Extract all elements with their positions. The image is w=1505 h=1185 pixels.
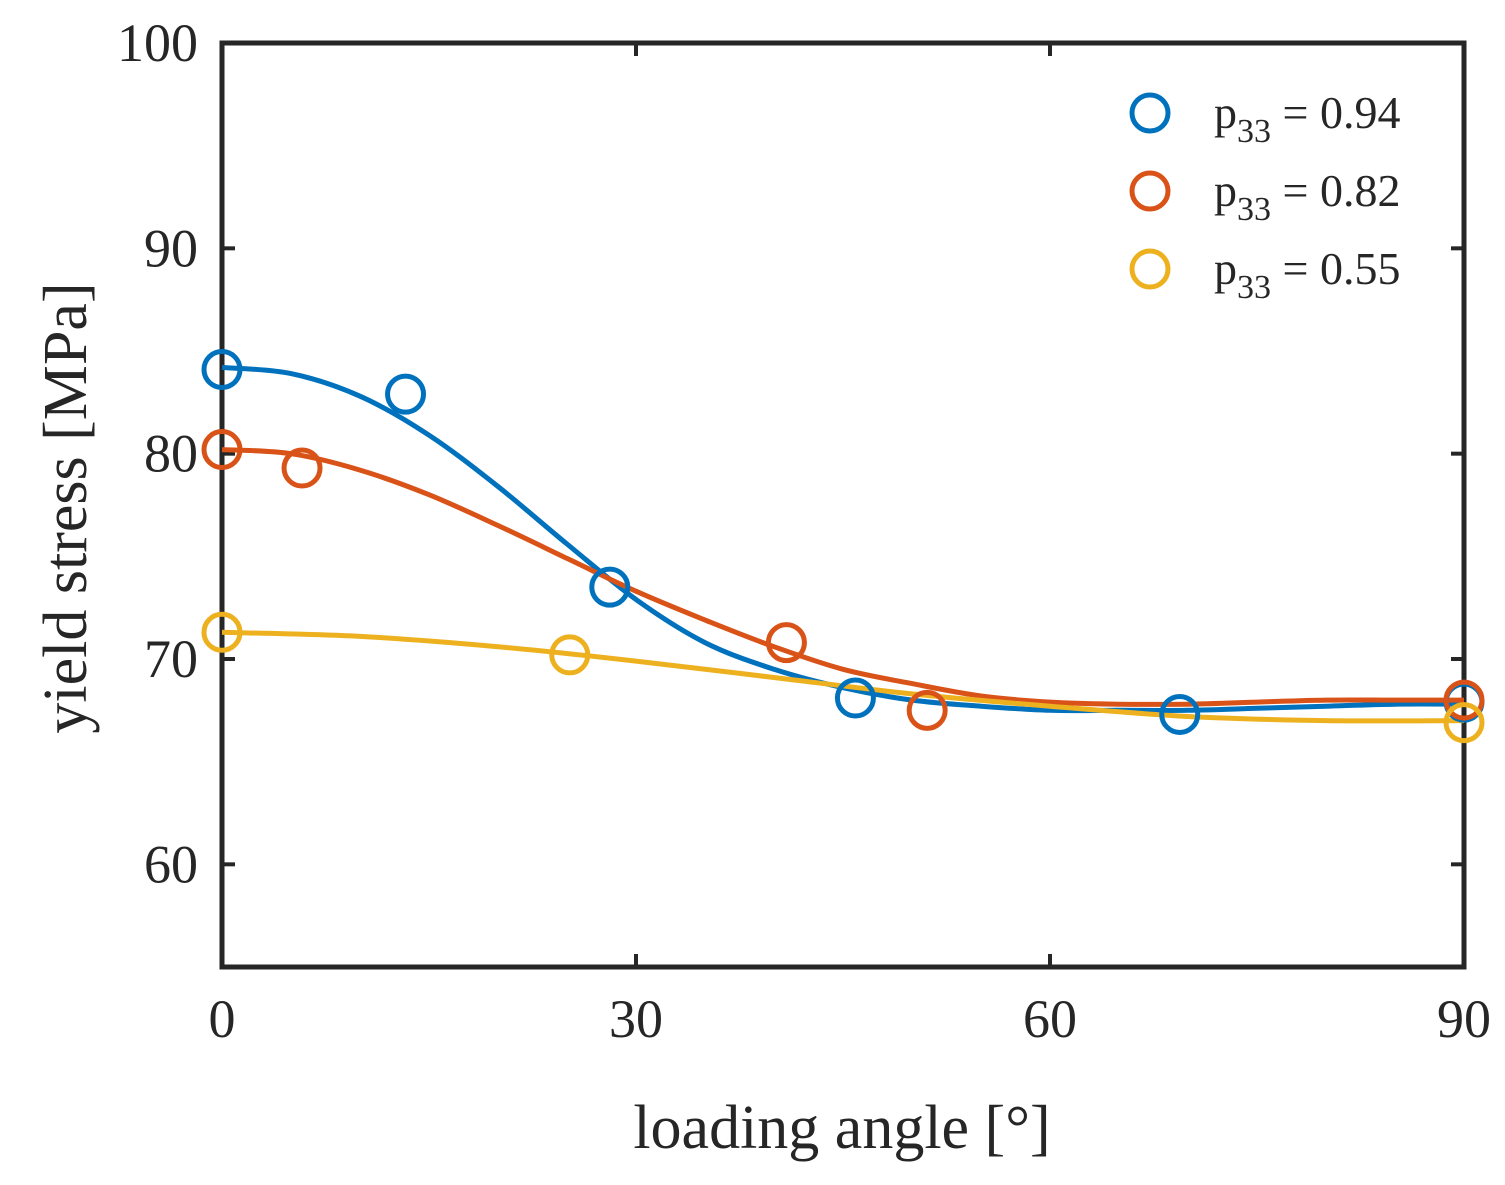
axes-box (219, 40, 1467, 970)
legend-marker (1129, 248, 1171, 290)
data-point-series-2 (1443, 679, 1485, 721)
legend-label-main: p (1214, 87, 1237, 138)
legend-entry: p33 = 0.82 (1214, 165, 1400, 228)
x-axis-label: loading angle [°] (633, 1094, 1050, 1162)
y-tick-label: 100 (117, 13, 198, 73)
data-point-series-1 (834, 677, 876, 719)
legend-label-subscript: 33 (1237, 113, 1271, 150)
data-point-series-2 (906, 689, 948, 731)
fit-curves (221, 364, 1465, 724)
data-point-series-1 (1159, 693, 1201, 735)
y-tick-label: 90 (144, 218, 198, 278)
legend-label-subscript: 33 (1237, 191, 1271, 228)
data-point-series-1 (385, 373, 427, 415)
data-point-series-3 (549, 634, 591, 676)
data-point-series-2 (765, 622, 807, 664)
x-tick-label: 30 (609, 989, 663, 1049)
legend-entry: p33 = 0.55 (1214, 243, 1400, 306)
legend-label-value: = 0.94 (1271, 87, 1400, 138)
legend-label-main: p (1214, 243, 1237, 294)
fit-line-series-1 (221, 364, 1465, 714)
data-point-series-3 (201, 611, 243, 653)
legend-label-value: = 0.82 (1271, 165, 1400, 216)
legend-label-main: p (1214, 165, 1237, 216)
data-point-series-2 (281, 447, 323, 489)
axis-ticks: 0 30 60 90 60 70 80 90 100 (117, 13, 1491, 1049)
y-tick-label: 70 (144, 629, 198, 689)
y-tick-label: 60 (144, 834, 198, 894)
axes-frame (219, 40, 1467, 970)
legend-entry: p33 = 0.94 (1214, 87, 1400, 150)
legend-label-subscript: 33 (1237, 269, 1271, 306)
legend-label-value: = 0.55 (1271, 243, 1400, 294)
data-point-series-2 (201, 429, 243, 471)
x-tick-label: 90 (1437, 989, 1491, 1049)
y-tick-label: 80 (144, 424, 198, 484)
fit-line-series-2 (221, 447, 1464, 707)
x-tick-label: 60 (1023, 989, 1077, 1049)
data-point-series-3 (1443, 702, 1485, 744)
legend-marker (1129, 92, 1171, 134)
legend-marker (1129, 170, 1171, 212)
x-tick-label: 0 (209, 989, 236, 1049)
y-axis-label: yield stress [MPa] (32, 282, 100, 733)
data-points (201, 348, 1485, 744)
data-point-series-1 (589, 566, 631, 608)
data-point-series-1 (201, 348, 243, 390)
